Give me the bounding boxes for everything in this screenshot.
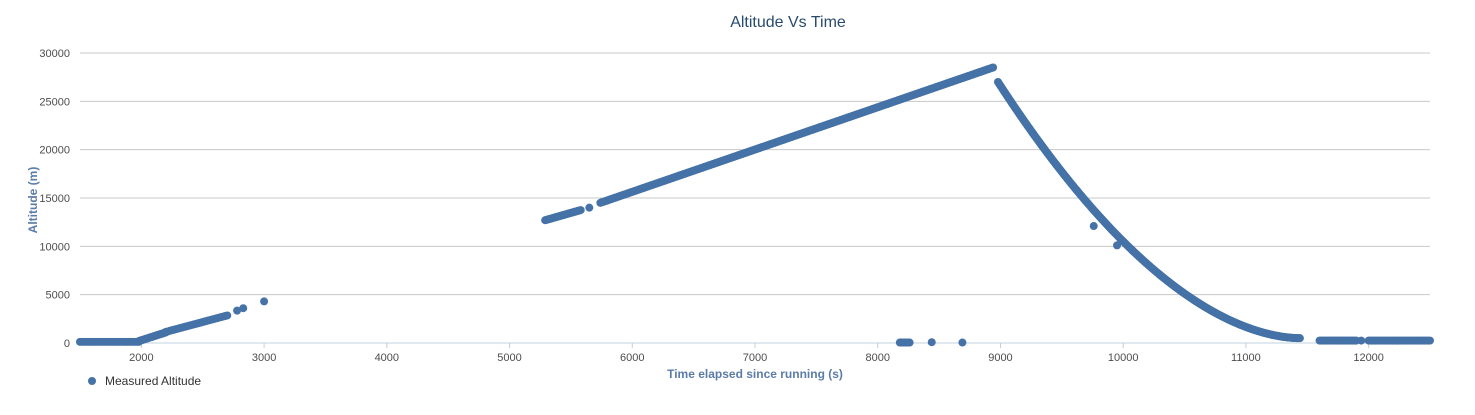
data-point[interactable] [1295, 334, 1304, 343]
x-tick-label: 8000 [865, 352, 889, 364]
data-point[interactable] [260, 297, 269, 306]
y-axis-ticks: 0 5000 10000 15000 20000 25000 30000 [39, 48, 70, 350]
x-tick-label: 4000 [375, 352, 399, 364]
y-tick-label: 30000 [39, 48, 70, 60]
y-tick-label: 15000 [39, 193, 70, 205]
x-tick-label: 12000 [1353, 352, 1384, 364]
x-tick-label: 10000 [1108, 352, 1139, 364]
x-tick-label: 9000 [988, 352, 1012, 364]
data-point[interactable] [1089, 222, 1098, 231]
y-tick-label: 0 [64, 338, 70, 350]
gridlines [80, 52, 1430, 344]
chart-title: Altitude Vs Time [730, 14, 846, 31]
data-point[interactable] [905, 338, 914, 347]
legend-marker [88, 377, 96, 385]
y-axis-title: Altitude (m) [26, 167, 40, 234]
y-tick-label: 25000 [39, 96, 70, 108]
data-point[interactable] [1357, 336, 1366, 345]
data-point[interactable] [585, 203, 594, 212]
y-tick-label: 20000 [39, 145, 70, 157]
legend-label[interactable]: Measured Altitude [105, 374, 201, 388]
x-tick-label: 11000 [1231, 352, 1261, 364]
data-point[interactable] [1113, 241, 1122, 250]
x-tick-label: 6000 [620, 352, 644, 364]
x-tick-label: 5000 [497, 352, 521, 364]
y-tick-label: 5000 [46, 290, 70, 302]
data-point[interactable] [1426, 336, 1434, 345]
y-tick-label: 10000 [39, 241, 70, 253]
data-point[interactable] [927, 338, 936, 347]
data-point[interactable] [958, 338, 967, 347]
x-tick-label: 3000 [252, 352, 276, 364]
series-measured-altitude [76, 63, 1434, 347]
data-point[interactable] [989, 63, 998, 72]
x-tick-label: 7000 [743, 352, 767, 364]
data-point[interactable] [233, 306, 242, 315]
x-tick-label: 2000 [129, 352, 153, 364]
x-axis-title: Time elapsed since running (s) [667, 367, 843, 381]
x-axis-ticks: 2000 3000 4000 5000 6000 7000 8000 9000 10000 110… [129, 343, 1384, 364]
legend[interactable]: Measured Altitude [88, 374, 201, 388]
data-point[interactable] [576, 206, 585, 215]
data-point[interactable] [223, 311, 232, 320]
data-point[interactable] [239, 304, 248, 313]
